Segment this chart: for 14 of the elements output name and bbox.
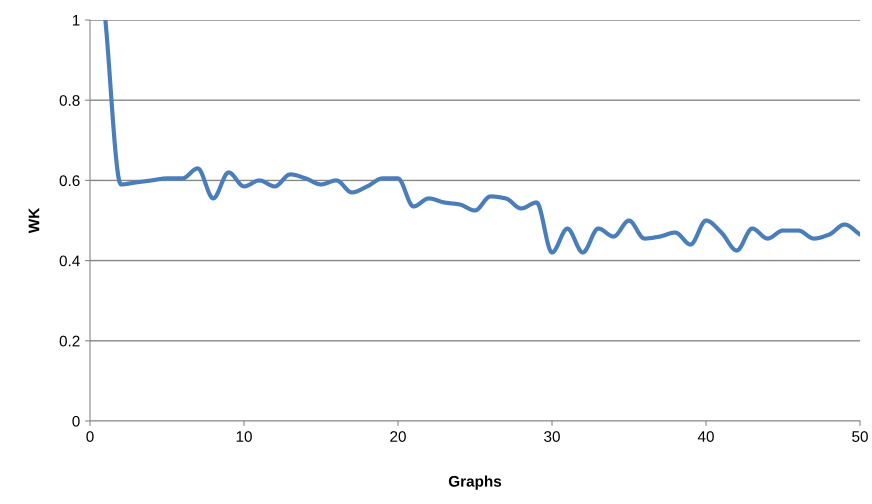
y-tick-label: 0.8 [60, 95, 80, 106]
y-tick-label: 0.4 [60, 255, 80, 266]
x-tick-label: 50 [852, 431, 868, 442]
y-axis-title: WK [28, 208, 40, 234]
y-tick-label: 0.6 [60, 175, 80, 186]
x-axis-title: Graphs [448, 476, 502, 490]
y-tick-label: 0 [72, 416, 80, 427]
x-tick-label: 40 [698, 431, 714, 442]
x-tick-label: 20 [390, 431, 406, 442]
x-tick-label: 30 [544, 431, 560, 442]
x-tick-label: 0 [86, 431, 94, 442]
y-tick-label: 0.2 [60, 336, 80, 346]
y-tick-label: 1 [72, 15, 80, 26]
x-tick-label: 10 [236, 431, 252, 442]
